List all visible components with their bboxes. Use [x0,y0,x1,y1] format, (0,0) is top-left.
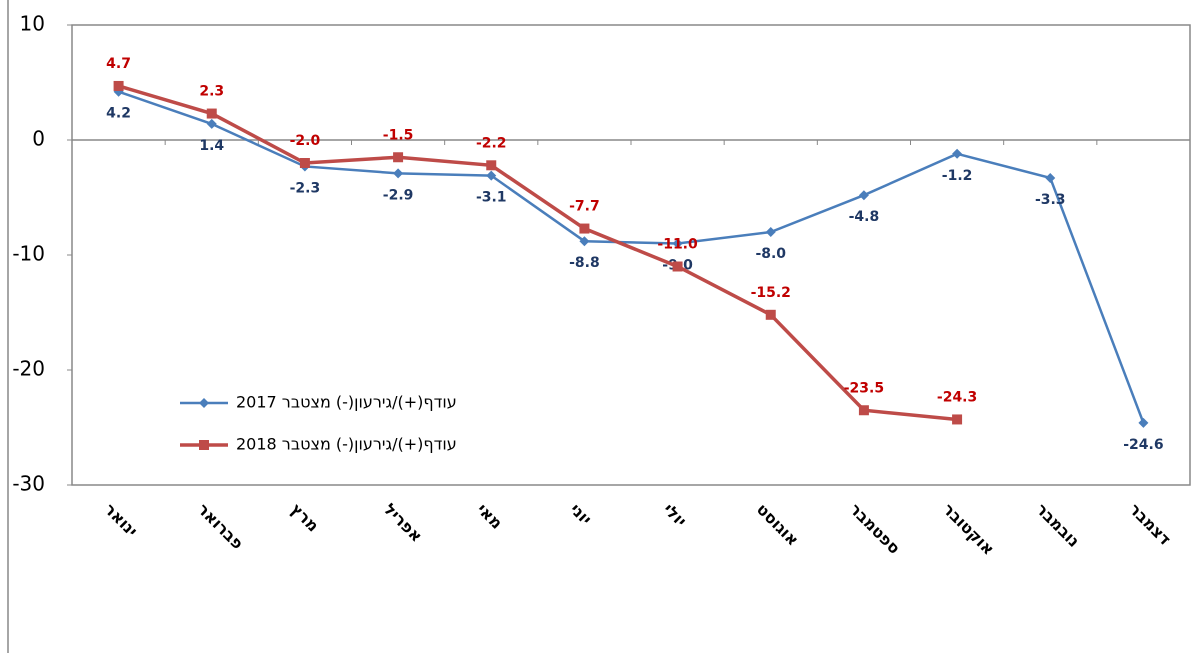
marker [858,405,869,416]
plot-area [71,24,1191,486]
data-label: -8.8 [569,255,600,271]
marker [765,309,776,320]
data-label: -3.1 [476,190,507,206]
marker [486,170,497,181]
data-label: -1.2 [942,168,973,184]
marker [579,223,590,234]
data-label: -3.3 [1035,192,1066,208]
x-tick-label: דצמבר [1125,500,1174,549]
marker [199,398,209,408]
marker [206,118,217,129]
data-label: -1.5 [383,127,414,143]
y-tick-label: 0 [32,127,45,151]
data-label: -2.0 [290,133,321,149]
marker [579,236,590,247]
x-tick-label: יולי [660,500,691,531]
data-label: -11.0 [657,237,698,253]
data-label: -7.7 [569,199,600,215]
x-tick-label: אוגוסט [753,500,803,550]
data-label: -15.2 [751,285,791,301]
series-line [118,84,958,422]
data-label: 4.2 [106,106,131,122]
data-label: 4.7 [106,56,131,72]
x-tick-label: ספטמבר [846,500,904,558]
data-label: 1.4 [199,138,224,154]
data-label: -24.6 [1123,437,1163,453]
x-tick-label: מרץ [287,500,323,536]
x-tick-label: אוקטובר [939,500,998,559]
data-label: -2.2 [476,135,507,151]
series-line [118,90,1145,424]
marker [952,414,963,425]
marker [113,80,124,91]
x-tick-label: מאי [473,500,506,533]
marker [486,160,497,171]
marker [393,152,404,163]
y-tick-label: -10 [12,242,45,266]
marker [393,168,404,179]
data-label: 2.3 [199,84,224,100]
data-label: -4.8 [849,209,880,225]
data-label: -2.9 [383,187,414,203]
x-tick-label: יוני [566,500,595,529]
y-tick-label: -30 [12,472,45,496]
legend-label: עודף(+)/גירעון(-) מצטבר 2017 [236,393,457,412]
marker [1138,417,1149,428]
legend-label: עודף(+)/גירעון(-) מצטבר 2018 [236,435,457,454]
marker [672,261,683,272]
x-tick-label: ינואר [101,500,142,541]
y-tick-label: -20 [12,357,45,381]
data-label: -23.5 [844,380,884,396]
data-label: -8.0 [755,246,786,262]
y-tick-label: 10 [20,12,45,36]
marker [858,190,869,201]
x-tick-label: נובמבר [1032,500,1083,551]
marker [299,158,310,168]
marker [199,440,209,450]
x-tick-label: אפריל [380,500,426,546]
marker [206,108,217,119]
marker [672,238,683,249]
marker [1045,172,1056,183]
marker [952,148,963,159]
x-tick-label: פברואר [194,500,248,554]
marker [765,227,776,237]
data-label: -2.3 [290,180,321,196]
data-label: -24.3 [937,389,977,405]
